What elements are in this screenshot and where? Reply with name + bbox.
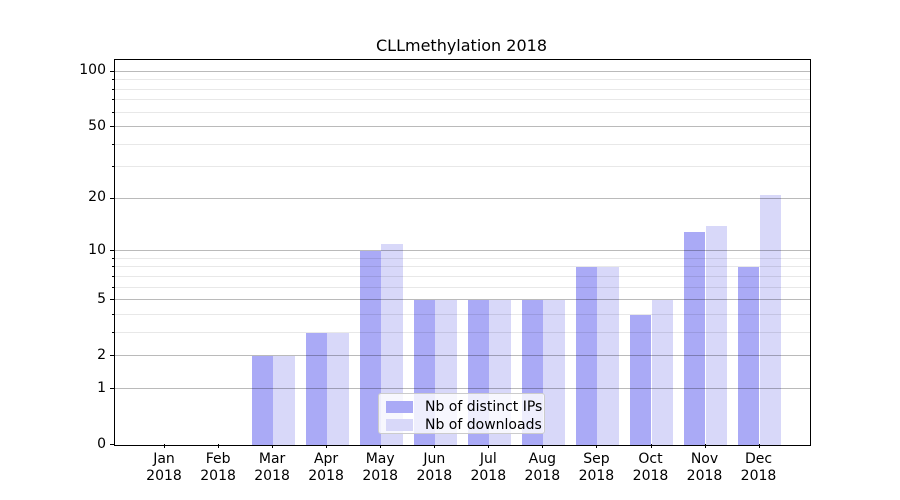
gridline-9	[115, 257, 810, 259]
bar-mar-ips	[251, 356, 274, 445]
y-minor-tick-mark-90	[112, 79, 114, 81]
gridline-5	[115, 299, 810, 301]
bar-sep-ips	[575, 267, 598, 445]
gridline-7	[115, 275, 810, 277]
x-tick-mark-may	[380, 444, 382, 448]
x-tick-mark-nov	[704, 444, 706, 448]
x-tick-label-nov: Nov 2018	[686, 451, 723, 484]
legend-label-downloads: Nb of downloads	[425, 416, 542, 433]
y-tick-label-20: 20	[88, 189, 106, 206]
bar-dec-downloads	[759, 195, 782, 445]
x-tick-label-jul: Jul 2018	[470, 451, 507, 484]
gridline-40	[115, 143, 810, 145]
legend-swatch-downloads	[386, 418, 413, 431]
y-tick-mark-5	[110, 299, 114, 301]
bar-oct-downloads	[651, 300, 674, 445]
x-tick-label-feb: Feb 2018	[200, 451, 236, 484]
gridline-4	[115, 313, 810, 315]
y-tick-label-2: 2	[97, 346, 106, 363]
y-minor-tick-mark-70	[112, 99, 114, 101]
gridline-60	[115, 111, 810, 113]
gridline-90	[115, 79, 810, 81]
x-tick-mark-jul	[488, 444, 490, 448]
gridline-30	[115, 166, 810, 168]
gridline-20	[115, 197, 810, 199]
y-minor-tick-mark-40	[112, 143, 114, 145]
y-tick-label-5: 5	[97, 290, 106, 307]
bar-apr-ips	[305, 332, 328, 445]
y-tick-mark-20	[110, 197, 114, 199]
x-tick-mark-jun	[434, 444, 436, 448]
gridline-80	[115, 88, 810, 90]
x-tick-label-may: May 2018	[362, 451, 398, 484]
gridline-8	[115, 266, 810, 268]
legend-item-distinct-ips: Nb of distinct IPs	[386, 398, 542, 415]
x-tick-mark-oct	[650, 444, 652, 448]
bar-nov-downloads	[705, 226, 728, 445]
y-minor-tick-mark-30	[112, 166, 114, 168]
x-tick-label-apr: Apr 2018	[308, 451, 344, 484]
bar-sep-downloads	[597, 267, 619, 445]
x-tick-label-mar: Mar 2018	[254, 451, 290, 484]
x-tick-mark-apr	[326, 444, 328, 448]
x-tick-mark-feb	[218, 444, 220, 448]
x-tick-mark-mar	[272, 444, 274, 448]
gridline-3	[115, 331, 810, 333]
plot-area	[114, 59, 811, 446]
gridline-10	[115, 250, 810, 252]
gridline-100	[115, 70, 810, 72]
y-tick-label-100: 100	[79, 62, 106, 79]
y-minor-tick-mark-80	[112, 88, 114, 90]
gridline-2	[115, 355, 810, 357]
y-minor-tick-mark-7	[112, 275, 114, 277]
bar-may-ips	[359, 251, 382, 445]
bar-mar-downloads	[273, 356, 295, 445]
gridline-1	[115, 388, 810, 389]
legend-label-distinct-ips: Nb of distinct IPs	[425, 398, 543, 415]
bar-aug-downloads	[543, 300, 565, 445]
y-minor-tick-mark-8	[112, 266, 114, 268]
x-tick-label-aug: Aug 2018	[524, 451, 561, 484]
y-minor-tick-mark-60	[112, 111, 114, 113]
gridline-50	[115, 126, 810, 128]
legend-swatch-distinct-ips	[386, 400, 413, 413]
legend-item-downloads: Nb of downloads	[386, 416, 542, 433]
bar-apr-downloads	[327, 332, 349, 445]
y-tick-mark-1	[110, 388, 114, 389]
bar-oct-ips	[629, 314, 652, 445]
y-minor-tick-mark-3	[112, 331, 114, 333]
y-tick-label-10: 10	[88, 241, 106, 258]
y-tick-mark-50	[110, 126, 114, 128]
x-tick-mark-jan	[164, 444, 165, 448]
y-tick-mark-100	[110, 70, 114, 72]
y-minor-tick-mark-6	[112, 286, 114, 288]
y-tick-label-50: 50	[88, 117, 106, 134]
y-minor-tick-mark-9	[112, 257, 114, 259]
bar-dec-ips	[737, 267, 760, 445]
x-tick-mark-sep	[596, 444, 598, 448]
x-tick-mark-dec	[758, 444, 760, 448]
legend: Nb of distinct IPs Nb of downloads	[378, 393, 545, 434]
x-tick-label-sep: Sep 2018	[578, 451, 615, 484]
bar-nov-ips	[683, 231, 706, 445]
y-tick-mark-10	[110, 250, 114, 252]
gridline-70	[115, 99, 810, 101]
x-tick-label-oct: Oct 2018	[632, 451, 669, 484]
y-tick-mark-2	[110, 355, 114, 357]
x-tick-label-jan: Jan 2018	[146, 451, 182, 484]
x-tick-label-dec: Dec 2018	[740, 451, 777, 484]
y-minor-tick-mark-4	[112, 313, 114, 315]
x-tick-label-jun: Jun 2018	[416, 451, 453, 484]
y-tick-mark-0	[110, 444, 114, 445]
chart-title: CLLmethylation 2018	[375, 36, 547, 55]
gridline-6	[115, 286, 810, 288]
y-tick-label-1: 1	[97, 379, 106, 396]
x-tick-mark-aug	[542, 444, 544, 448]
y-tick-label-0: 0	[97, 435, 106, 452]
